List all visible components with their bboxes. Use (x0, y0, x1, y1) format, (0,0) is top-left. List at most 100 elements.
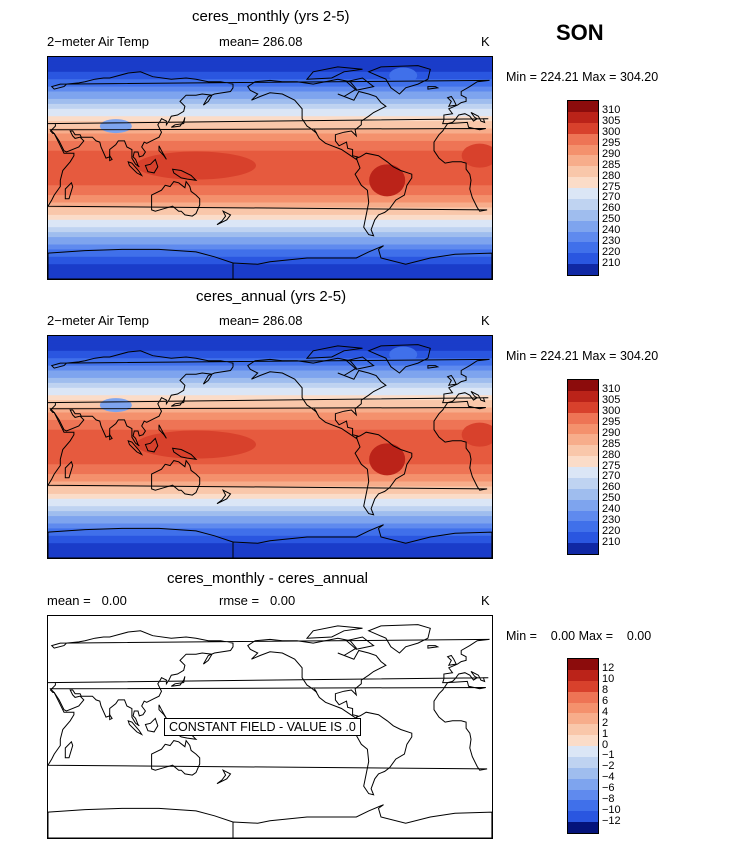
coastline-africa-europe-asia (48, 630, 490, 727)
colorbar-swatch (568, 659, 598, 670)
colorbar-tick-label: 210 (602, 256, 621, 269)
colorbar-tick-label: −2 (602, 760, 615, 773)
temperature-band (48, 227, 492, 231)
coastline-greenland (367, 624, 431, 654)
temperature-band (48, 479, 492, 483)
temperature-band (48, 340, 492, 344)
colorbar-tick-label: 240 (602, 224, 621, 236)
coastline-japan (171, 676, 186, 687)
temperature-band (48, 66, 492, 70)
temperature-band (48, 113, 492, 117)
africa-warm (461, 143, 492, 168)
temperature-band (48, 148, 492, 152)
temperature-band (48, 242, 492, 246)
temperature-band (48, 553, 492, 557)
coastline-africa (48, 400, 488, 491)
colorbar-swatch (568, 680, 598, 692)
temperature-band (48, 192, 492, 196)
colorbar-tick-label: 290 (602, 147, 621, 160)
colorbar-swatch (568, 532, 598, 544)
coastline-sri-lanka (109, 154, 113, 162)
temperature-band (48, 363, 492, 367)
coastline-iceland (427, 86, 440, 90)
temperature-band (48, 538, 492, 542)
temperature-band (48, 224, 492, 228)
colorbar-swatch (568, 101, 598, 112)
temperature-band (48, 545, 492, 549)
temperature-band (48, 513, 492, 517)
temperature-band (48, 74, 492, 78)
temperature-band (48, 486, 492, 490)
coastline-japan (171, 117, 186, 128)
colorbar-swatch (568, 789, 598, 801)
colorbar-swatch (568, 231, 598, 243)
warm-pool (136, 430, 256, 459)
temperature-band (48, 451, 492, 455)
temperature-band (48, 160, 492, 164)
colorbar-tick-label: 275 (602, 180, 621, 193)
temperature-band (48, 155, 492, 159)
temperature-band (48, 175, 492, 179)
coastline-borneo (144, 717, 159, 733)
coastline-antarctica-1 (48, 807, 234, 838)
coastline-madagascar (64, 460, 74, 479)
temperature-band (48, 202, 492, 206)
colorbar-tick-label: −8 (602, 792, 615, 805)
colorbar-swatch (568, 434, 598, 446)
temperature-band (48, 405, 492, 409)
panel-2-minmax: Min = 224.21 Max = 304.20 (506, 349, 659, 363)
coastline-philippines (158, 424, 167, 439)
coastline-north-america (247, 637, 387, 720)
colorbar-swatch (568, 423, 598, 435)
colorbar-tick-label: −4 (602, 771, 615, 784)
temperature-band (48, 447, 492, 451)
temperature-band (48, 474, 492, 478)
temperature-band (48, 429, 492, 433)
temperature-band (48, 360, 492, 364)
coastline-canada-arctic (305, 66, 363, 80)
colorbar-tick-label: 295 (602, 416, 621, 428)
temperature-band (48, 410, 492, 414)
colorbar-tick-label: 6 (602, 695, 609, 707)
temperature-band (48, 506, 492, 510)
temperature-band (48, 471, 492, 475)
colorbar-swatch (568, 811, 598, 823)
colorbar-tick-label: 305 (602, 115, 621, 128)
coastline-baffin (345, 77, 375, 91)
temperature-band (48, 488, 492, 492)
temperature-band (48, 395, 492, 399)
temperature-band (48, 336, 492, 340)
coastline-iceland (427, 645, 440, 649)
temperature-band (48, 76, 492, 80)
temperature-band (48, 217, 492, 221)
colorbar-swatch (568, 800, 598, 812)
temperature-band (48, 64, 492, 68)
coastline-australia (151, 739, 201, 776)
temperature-band (48, 61, 492, 65)
temperature-band (48, 158, 492, 162)
temperature-band (48, 348, 492, 352)
coastline-south-america (354, 711, 413, 796)
temperature-band (48, 501, 492, 505)
temperature-band (48, 464, 492, 468)
temperature-band (48, 454, 492, 458)
africa-warm (461, 422, 492, 447)
coastline-uk (446, 374, 457, 386)
panel-1-variable-label: 2−meter Air Temp (47, 34, 150, 49)
temperature-band (48, 118, 492, 122)
colorbar-swatches (567, 658, 599, 834)
colorbar-swatches (567, 100, 599, 276)
coastline-madagascar (64, 181, 74, 200)
temperature-band (48, 365, 492, 369)
temperature-band (48, 434, 492, 438)
colorbar-swatch (568, 253, 598, 265)
coastline-australia (151, 459, 201, 496)
panel-2-units: K (481, 313, 490, 328)
temperature-band (48, 123, 492, 127)
panel-3-rmse-value: 0.00 (269, 593, 296, 608)
colorbar-swatch (568, 543, 598, 554)
colorbar-tick-label: 270 (602, 191, 621, 204)
colorbar-tick-label: 260 (602, 481, 621, 494)
temperature-band (48, 251, 492, 255)
temperature-band (48, 121, 492, 125)
